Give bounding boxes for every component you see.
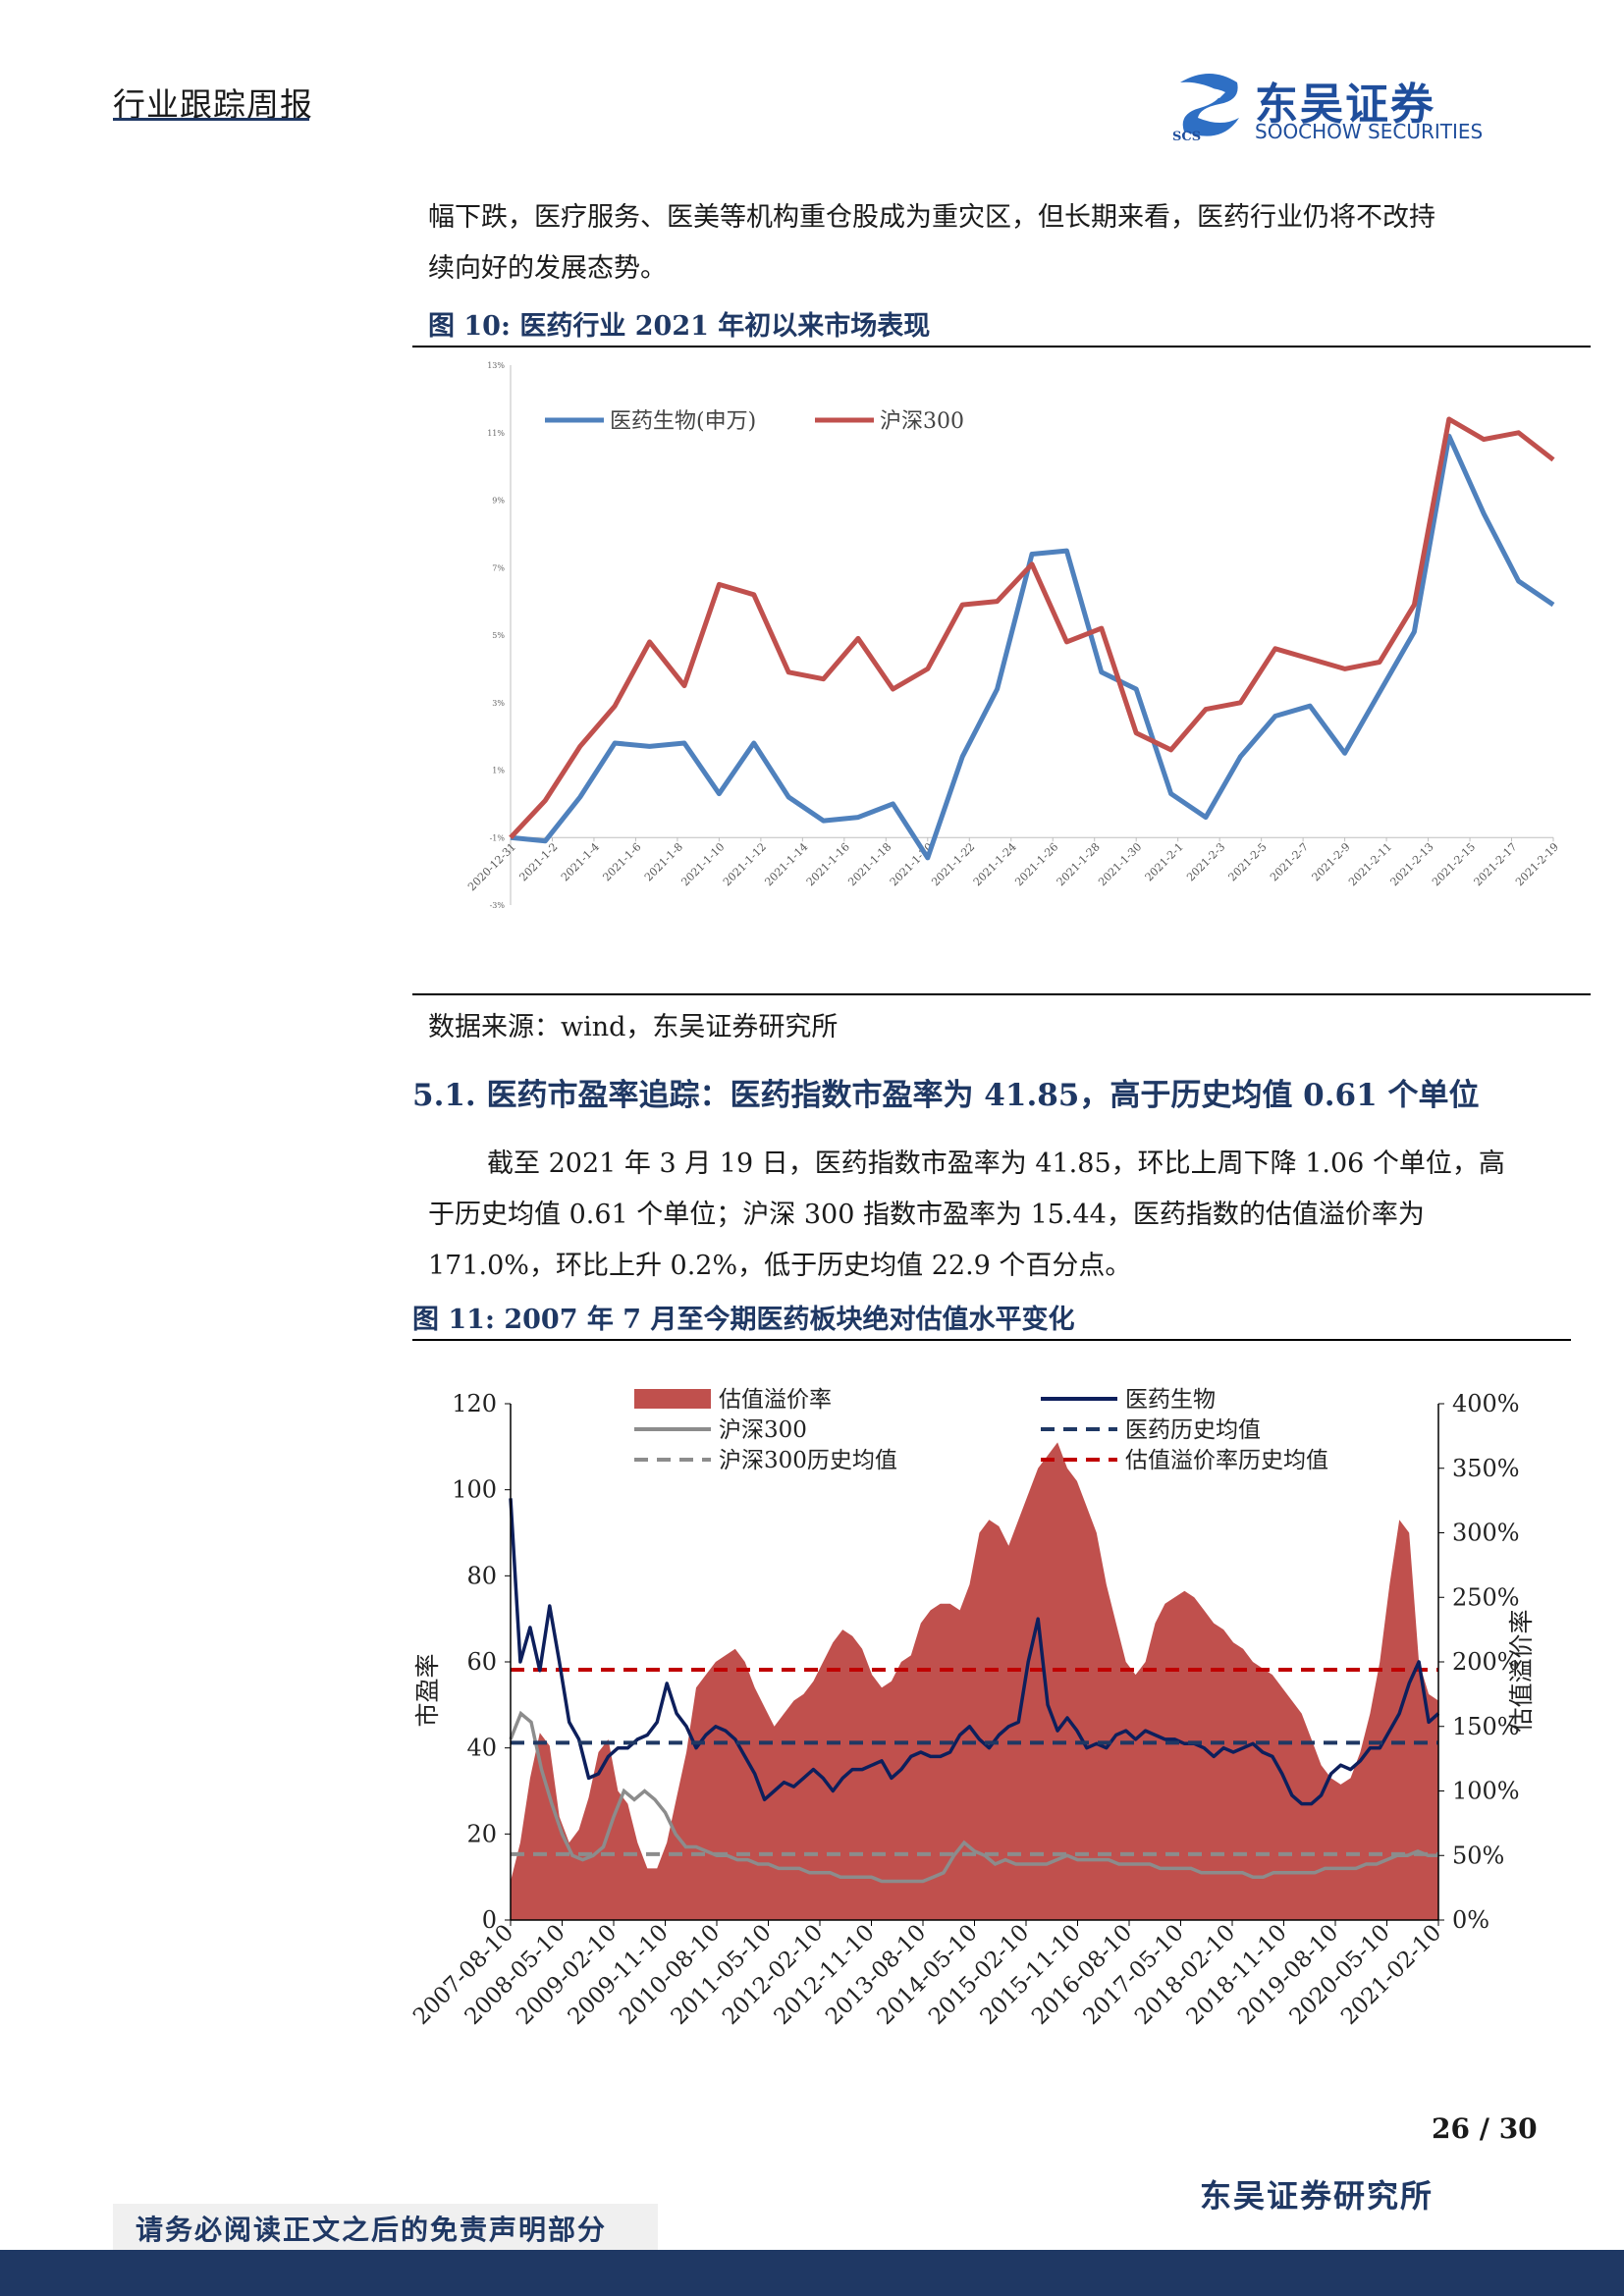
chart2-right-tick-label: 350% [1452, 1455, 1520, 1482]
chart1-x-tick-label: 2021-2-9 [1310, 840, 1353, 883]
section-para-line-3: 171.0%，环比上升 0.2%，低于历史均值 22.9 个百分点。 [428, 1251, 1132, 1281]
disclaimer-box [113, 2204, 658, 2251]
chart1-x-tick-label: 2021-1-8 [642, 840, 685, 883]
chart1-y-tick-label: -1% [490, 833, 506, 842]
figure11-title: 图 11: 2007 年 7 月至今期医药板块绝对估值水平变化 [412, 1305, 1075, 1335]
chart1-y-tick-label: 5% [492, 631, 505, 640]
header-underline [113, 118, 309, 121]
chart2-right-axis-label: 估值溢价率 [1507, 1609, 1536, 1732]
chart1-x-tick-label: 2021-1-10 [678, 840, 727, 888]
chart1-x-tick-label: 2021-1-18 [845, 840, 893, 888]
intro-line-1: 幅下跌，医疗服务、医美等机构重仓股成为重灾区，但长期来看，医药行业仍将不改持 [428, 202, 1435, 233]
chart2-legend-label: 医药生物 [1125, 1387, 1216, 1413]
chart2-left-tick-label: 120 [452, 1390, 497, 1417]
figure10-top-rule [412, 346, 1591, 347]
chart2-left-tick-label: 60 [466, 1648, 497, 1676]
chart2-legend-label: 沪深300历史均值 [719, 1448, 897, 1473]
figure10-line-chart: 13%11%9%7%5%3%1%-1%-3%2020-12-312021-1-2… [465, 361, 1561, 910]
chart1-y-tick-label: 9% [492, 497, 505, 506]
chart1-x-tick-label: 2021-2-11 [1346, 840, 1394, 888]
chart2-left-tick-label: 20 [466, 1820, 497, 1847]
chart1-legend-label: 沪深300 [880, 409, 964, 434]
chart1-x-tick-label: 2021-1-24 [971, 840, 1019, 888]
chart1-x-tick-label: 2021-1-4 [559, 840, 602, 883]
chart1-series-line-0 [510, 433, 1555, 861]
chart2-legend-label: 估值溢价率 [719, 1387, 832, 1413]
chart2-legend-label: 估值溢价率历史均值 [1125, 1448, 1328, 1473]
figure11-pe-chart: 120 100 80 60 40 20 0 400% 350% 300% 250% 200% 150% 1… [412, 1387, 1536, 2030]
chart2-right-tick-label: 50% [1452, 1842, 1504, 1869]
chart1-x-tick-label: 2021-2-7 [1268, 840, 1311, 883]
intro-line-2: 续向好的发展态势。 [428, 253, 667, 284]
chart2-right-tick-label: 0% [1452, 1906, 1489, 1934]
chart1-x-tick-label: 2021-2-19 [1513, 840, 1561, 888]
chart1-y-tick-label: 1% [492, 767, 505, 775]
chart1-x-tick-label: 2021-1-16 [804, 840, 852, 888]
chart1-x-tick-label: 2021-2-17 [1472, 840, 1520, 888]
chart2-right-tick-label: 200% [1452, 1648, 1520, 1676]
chart1-series-line-1 [509, 416, 1555, 840]
section-para-line-1: 截至 2021 年 3 月 19 日，医药指数市盈率为 41.85，环比上周下降… [487, 1148, 1505, 1179]
section-title: 5.1. 医药市盈率追踪：医药指数市盈率为 41.85，高于历史均值 0.61 … [412, 1078, 1480, 1113]
chart2-legend-label: 沪深300 [719, 1417, 807, 1443]
chart1-x-tick-label: 2021-2-13 [1388, 840, 1436, 888]
chart2-right-tick-label: 250% [1452, 1583, 1520, 1611]
chart1-x-tick-label: 2021-1-30 [1096, 840, 1144, 888]
chart1-x-tick-label: 2021-2-5 [1226, 840, 1270, 883]
chart1-y-tick-label: 3% [492, 699, 505, 708]
chart1-x-tick-label: 2021-2-1 [1143, 840, 1186, 883]
chart1-x-tick-label: 2021-1-22 [929, 840, 977, 888]
chart2-right-tick-label: 100% [1452, 1778, 1520, 1805]
header-report-type: 行业跟踪周报 [113, 85, 313, 124]
figure10-source: 数据来源：wind，东吴证券研究所 [428, 1012, 839, 1042]
chart1-legend-label: 医药生物(申万) [610, 409, 756, 434]
chart2-left-tick-label: 100 [452, 1476, 497, 1504]
footer-org-name: 东吴证券研究所 [1200, 2177, 1435, 2215]
chart2-pharma-pe-line [509, 1498, 1440, 1806]
chart2-legend-label: 医药历史均值 [1125, 1417, 1261, 1443]
chart2-left-axis-label: 市盈率 [413, 1653, 442, 1727]
chart2-right-tick-label: 400% [1452, 1390, 1520, 1417]
footer-bar [0, 2250, 1624, 2296]
logo-mark: SCS [1172, 130, 1201, 141]
figure10-bottom-rule [412, 993, 1591, 995]
chart2-left-tick-label: 40 [466, 1735, 497, 1762]
chart1-x-tick-label: 2021-1-14 [762, 840, 810, 888]
chart2-legend-swatch [634, 1389, 711, 1409]
logo-cn-name: 东吴证券 [1255, 80, 1435, 130]
chart2-left-tick-label: 0 [482, 1906, 497, 1934]
chart1-x-tick-label: 2021-1-28 [1055, 840, 1103, 888]
chart1-x-tick-label: 2021-2-3 [1184, 840, 1227, 883]
chart1-y-tick-label: 7% [492, 563, 505, 572]
figure10-title: 图 10: 医药行业 2021 年初以来市场表现 [428, 311, 931, 342]
chart1-y-tick-label: 13% [487, 361, 505, 370]
figure11-top-rule [412, 1339, 1571, 1341]
chart1-x-tick-label: 2021-1-20 [888, 840, 936, 888]
chart2-premium-area [511, 1442, 1438, 1920]
chart2-left-tick-label: 80 [466, 1562, 497, 1589]
chart1-x-tick-label: 2021-1-2 [516, 840, 560, 883]
section-para-line-2: 于历史均值 0.61 个单位；沪深 300 指数市盈率为 15.44，医药指数的… [428, 1200, 1425, 1230]
chart1-x-tick-label: 2021-1-26 [1012, 840, 1060, 888]
chart2-hs300-line [509, 1710, 1438, 1884]
logo-en-name: SOOCHOW SECURITIES [1255, 120, 1484, 143]
chart1-x-tick-label: 2021-1-6 [600, 840, 643, 883]
chart1-y-tick-label: 11% [487, 429, 505, 438]
chart1-x-tick-label: 2021-2-15 [1430, 840, 1478, 888]
chart2-right-tick-label: 150% [1452, 1713, 1520, 1740]
chart1-y-tick-label: -3% [490, 901, 506, 910]
chart2-right-tick-label: 300% [1452, 1520, 1520, 1547]
page-number: 26 / 30 [1432, 2112, 1538, 2145]
chart1-x-tick-label: 2021-1-12 [721, 840, 769, 888]
disclaimer-text: 请务必阅读正文之后的免责声明部分 [135, 2214, 608, 2246]
soochow-logo-icon: SCS [1172, 74, 1239, 141]
